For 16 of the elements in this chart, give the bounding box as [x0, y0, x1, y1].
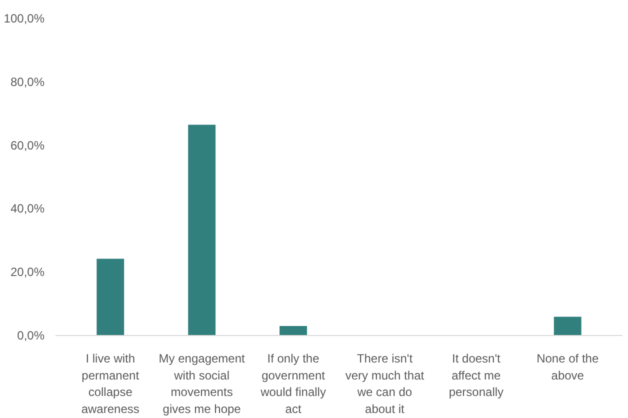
x-tick-label: There isn't very much that we can do about it [345, 352, 425, 416]
x-tick-label: If only the government would finally act [260, 352, 326, 416]
y-tick-label: 80,0% [10, 74, 45, 89]
y-tick-label: 60,0% [10, 138, 45, 152]
y-tick-label: 0,0% [17, 328, 45, 342]
x-tick-label: I live with permanent collapse awareness [81, 352, 140, 416]
y-tick-label: 100,0% [4, 12, 45, 26]
bar [96, 258, 124, 336]
x-tick-label: None of the above [536, 352, 599, 382]
y-tick-label: 40,0% [10, 202, 45, 216]
bar [554, 316, 582, 336]
x-tick-label: It doesn't affect me personally [448, 352, 504, 400]
x-tick-label: My engagement with social movements gives me hope [158, 352, 246, 416]
bar [280, 326, 307, 336]
y-tick-label: 20,0% [10, 265, 45, 280]
bar [188, 124, 216, 336]
